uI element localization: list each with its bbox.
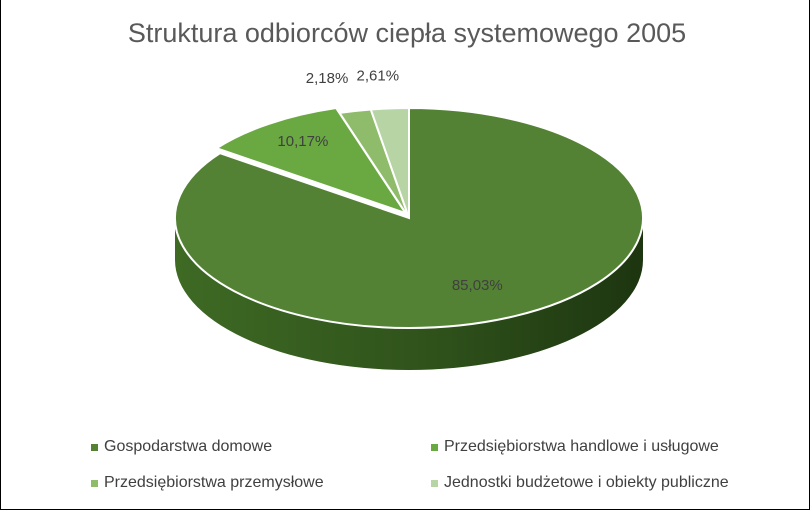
data-label: 10,17% <box>277 133 328 150</box>
legend-item-przedsiebiorstwa-handlowe: Przedsiębiorstwa handlowe i usługowe <box>431 438 771 456</box>
data-label: 85,03% <box>452 277 503 294</box>
legend: Gospodarstwa domowe Przedsiębiorstwa han… <box>91 438 791 492</box>
pie-chart: 85,03% 10,17% 2,18% 2,61% <box>174 67 644 370</box>
pie-slice <box>369 106 410 219</box>
legend-swatch <box>91 443 98 451</box>
data-label: 2,18% <box>306 70 349 87</box>
chart-title: Struktura odbiorców ciepła systemowego 2… <box>127 18 687 48</box>
legend-swatch <box>431 443 438 451</box>
legend-label: Przedsiębiorstwa handlowe i usługowe <box>444 438 719 455</box>
legend-label: Przedsiębiorstwa przemysłowe <box>104 474 324 491</box>
legend-swatch <box>91 479 98 487</box>
pie-labels: 85,03% 10,17% 2,18% 2,61% <box>277 67 502 294</box>
legend-swatch <box>431 479 438 487</box>
legend-label: Jednostki budżetowe i obiekty publiczne <box>444 474 729 491</box>
legend-item-przedsiebiorstwa-przemyslowe: Przedsiębiorstwa przemysłowe <box>91 474 431 492</box>
legend-label: Gospodarstwa domowe <box>104 438 273 455</box>
data-label: 2,61% <box>357 67 400 84</box>
pie-sides <box>175 218 643 370</box>
pie-side-wall <box>175 218 643 370</box>
legend-item-gospodarstwa-domowe: Gospodarstwa domowe <box>91 438 431 456</box>
pie-slice <box>214 106 408 216</box>
pie-slices <box>174 106 644 329</box>
legend-item-jednostki-budzetowe: Jednostki budżetowe i obiekty publiczne <box>431 474 771 492</box>
